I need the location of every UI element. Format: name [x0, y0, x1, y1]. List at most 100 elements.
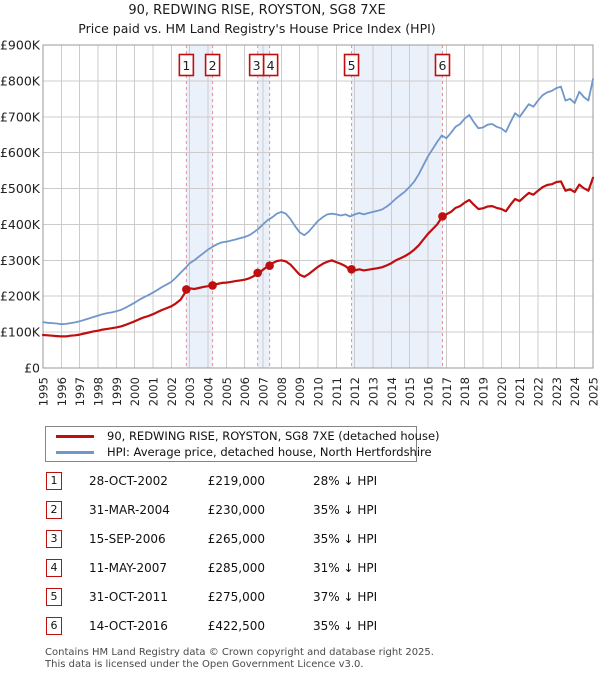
- x-tick-label: 2019: [477, 377, 491, 406]
- sale-date: 15-SEP-2006: [89, 532, 166, 546]
- sale-price: £285,000: [207, 561, 265, 575]
- sale-price: £265,000: [207, 532, 265, 546]
- x-tick-label: 2009: [293, 377, 307, 406]
- sale-date: 31-MAR-2004: [89, 503, 170, 517]
- sale-marker-number: 3: [253, 58, 261, 73]
- x-tick-label: 2008: [275, 377, 289, 406]
- x-tick-label: 2015: [403, 377, 417, 406]
- x-tick-label: 2003: [183, 377, 197, 406]
- sale-price: £275,000: [207, 590, 265, 604]
- transaction-row: 4 11-MAY-2007 £285,000 31% ↓ HPI: [0, 559, 600, 579]
- sale-vs-hpi: 35% ↓ HPI: [313, 619, 378, 633]
- x-tick-label: 2001: [147, 377, 161, 406]
- ownership-band: [351, 45, 443, 368]
- price-paid-line: [41, 176, 595, 338]
- sale-vs-hpi: 35% ↓ HPI: [313, 503, 378, 517]
- footer-line-2: This data is licensed under the Open Gov…: [45, 658, 364, 670]
- y-axis-labels: £0 £100K £200K £300K £400K £500K £600K £700K £80…: [0, 38, 41, 376]
- sale-price: £422,500: [207, 619, 265, 633]
- footer-line-1: Contains HM Land Registry data © Crown c…: [45, 647, 434, 658]
- chart-legend: 90, REDWING RISE, ROYSTON, SG8 7XE (deta…: [45, 426, 440, 462]
- sale-marker-box: [343, 53, 360, 77]
- y-tick-label: £600K: [0, 145, 41, 160]
- sale-marker-number: 5: [348, 58, 356, 73]
- hpi-line: [42, 78, 594, 326]
- sale-point: [253, 268, 262, 278]
- sale-number-badge: 1: [46, 472, 62, 490]
- y-tick-label: £200K: [0, 289, 41, 304]
- legend-label-price: 90, REDWING RISE, ROYSTON, SG8 7XE (deta…: [107, 429, 440, 443]
- sale-points: [182, 212, 447, 294]
- sale-number-badge: 6: [46, 617, 62, 635]
- sale-number-badge: 5: [46, 588, 62, 606]
- sale-vs-hpi: 37% ↓ HPI: [313, 590, 378, 604]
- sale-marker-box: [262, 53, 279, 77]
- y-tick-label: £800K: [0, 73, 41, 88]
- x-tick-label: 1997: [73, 377, 87, 406]
- y-tick-label: £900K: [0, 38, 41, 53]
- legend-label-hpi: HPI: Average price, detached house, Nort…: [107, 445, 432, 459]
- x-tick-label: 2023: [550, 377, 564, 406]
- transactions: 1 28-OCT-2002 £219,000 28% ↓ HPI 2 31-MAR-200…: [0, 472, 600, 642]
- sale-point: [438, 212, 447, 221]
- x-tick-label: 2013: [367, 377, 381, 406]
- y-tick-label: £500K: [0, 181, 41, 196]
- x-tick-label: 2020: [495, 377, 509, 406]
- transaction-row: 5 31-OCT-2011 £275,000 37% ↓ HPI: [0, 588, 600, 608]
- x-tick-label: 2017: [440, 377, 454, 406]
- x-tick-label: 1996: [55, 377, 69, 406]
- sale-vs-hpi: 31% ↓ HPI: [313, 561, 378, 575]
- x-tick-label: 2010: [312, 377, 326, 406]
- sale-point: [265, 261, 274, 271]
- sale-date: 14-OCT-2016: [89, 619, 168, 633]
- sale-marker-box: [204, 53, 221, 77]
- gridlines: [42, 44, 594, 369]
- price-line-swatch: [56, 434, 94, 438]
- page-subtitle: Price paid vs. HM Land Registry's House …: [78, 21, 436, 36]
- x-tick-label: 1998: [92, 377, 106, 406]
- y-tick-label: £700K: [0, 109, 41, 124]
- sale-vs-hpi: 28% ↓ HPI: [313, 474, 378, 488]
- x-tick-label: 1999: [110, 377, 124, 406]
- x-tick-label: 2014: [385, 377, 399, 406]
- x-tick-label: 2018: [458, 377, 472, 406]
- sale-number-badge: 2: [46, 501, 62, 519]
- legend-item-hpi: HPI: Average price, detached house, Nort…: [46, 444, 432, 460]
- x-tick-label: 2022: [532, 377, 546, 406]
- sale-marker-number: 1: [182, 58, 190, 73]
- sale-marker-box: [434, 53, 451, 77]
- transaction-row: 6 14-OCT-2016 £422,500 35% ↓ HPI: [0, 617, 600, 637]
- sale-date: 31-OCT-2011: [89, 590, 168, 604]
- plot-border: [42, 44, 594, 369]
- sale-date: 28-OCT-2002: [89, 474, 168, 488]
- legend-item-price: 90, REDWING RISE, ROYSTON, SG8 7XE (deta…: [46, 428, 440, 444]
- x-tick-label: 2024: [568, 377, 582, 406]
- sale-point: [182, 285, 191, 294]
- ownership-band: [257, 45, 270, 368]
- ownership-bands: [186, 45, 443, 368]
- transaction-row: 1 28-OCT-2002 £219,000 28% ↓ HPI: [0, 472, 600, 492]
- x-tick-label: 2004: [202, 377, 216, 406]
- y-tick-label: £0: [24, 361, 40, 376]
- x-tick-label: 2000: [128, 377, 142, 406]
- x-tick-label: 2002: [165, 377, 179, 406]
- transaction-row: 2 31-MAR-2004 £230,000 35% ↓ HPI: [0, 501, 600, 521]
- sale-date: 11-MAY-2007: [89, 561, 168, 575]
- y-tick-label: £300K: [0, 253, 41, 268]
- sale-number-badge: 3: [46, 530, 62, 548]
- sale-price: £219,000: [207, 474, 265, 488]
- y-tick-label: £400K: [0, 217, 41, 232]
- sale-marker-number: 2: [209, 58, 217, 73]
- ownership-band: [186, 45, 213, 368]
- hpi-line-swatch: [56, 450, 94, 454]
- x-tick-label: 2011: [330, 377, 344, 406]
- sale-marker-box: [178, 53, 195, 77]
- x-tick-label: 2005: [220, 377, 234, 406]
- x-tick-label: 2021: [513, 377, 527, 406]
- transaction-row: 3 15-SEP-2006 £265,000 35% ↓ HPI: [0, 530, 600, 550]
- sale-marker-number: 4: [267, 58, 275, 73]
- sale-point: [347, 265, 356, 274]
- sale-marker-number: 6: [439, 58, 447, 73]
- x-tick-label: 2016: [422, 377, 436, 406]
